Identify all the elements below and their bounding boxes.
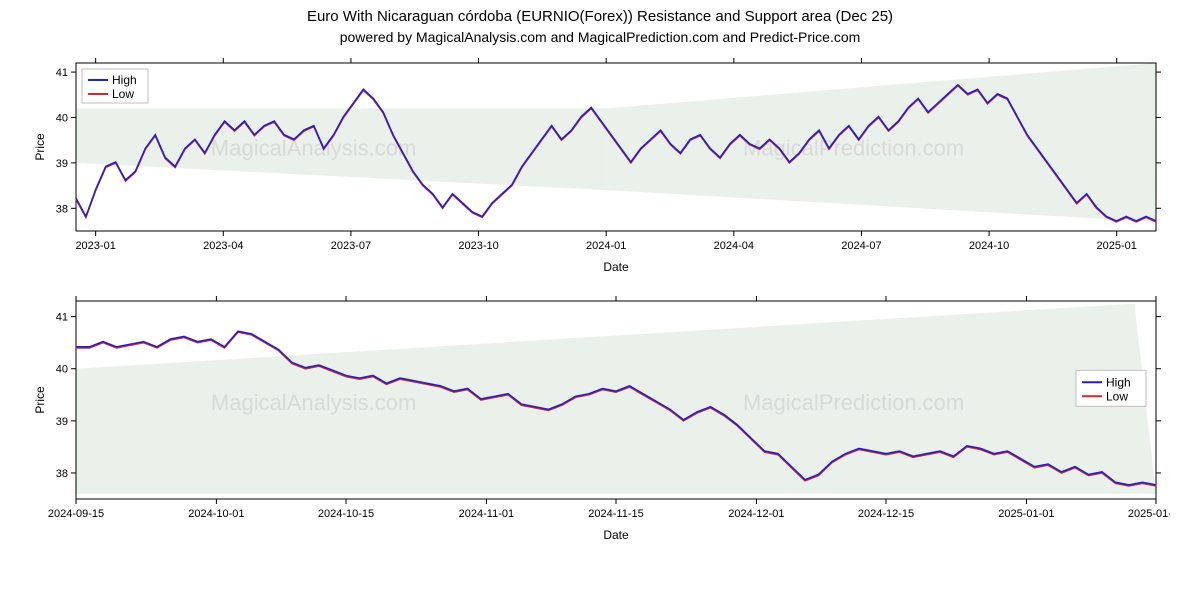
x-tick-label: 2024-10-01 [188, 508, 244, 520]
x-tick-label: 2024-10-15 [318, 508, 374, 520]
chart-subtitle: powered by MagicalAnalysis.com and Magic… [0, 29, 1200, 45]
legend-high-label: High [112, 73, 137, 87]
x-tick-label: 2023-10 [458, 240, 498, 252]
x-tick-label: 2025-01-01 [998, 508, 1054, 520]
legend-high-label: High [1106, 375, 1131, 389]
x-tick-label: 2024-10 [969, 240, 1009, 252]
x-tick-label: 2024-09-15 [48, 508, 104, 520]
y-tick-label: 39 [56, 416, 68, 428]
y-tick-label: 41 [56, 67, 68, 79]
x-tick-label: 2024-12-15 [858, 508, 914, 520]
y-tick-label: 40 [56, 364, 68, 376]
x-axis-label: Date [603, 260, 629, 274]
x-tick-label: 2024-01 [586, 240, 626, 252]
y-axis-label: Price [33, 133, 47, 161]
bottom-chart: MagicalAnalysis.com MagicalPrediction.com… [30, 293, 1170, 543]
x-tick-label: 2024-11-15 [588, 508, 643, 520]
x-tick-label: 2023-04 [203, 240, 243, 252]
x-tick-label: 2025-01 [1097, 240, 1137, 252]
watermark-left: MagicalAnalysis.com [211, 135, 416, 160]
y-axis-label: Price [33, 386, 47, 414]
top-chart: MagicalAnalysis.com MagicalPrediction.com… [30, 55, 1170, 275]
chart-title: Euro With Nicaraguan córdoba (EURNIO(For… [0, 8, 1200, 25]
watermark-right: MagicalPrediction.com [743, 135, 964, 160]
legend-low-label: Low [1106, 389, 1128, 403]
y-tick-label: 40 [56, 112, 68, 124]
x-tick-label: 2025-01-15 [1128, 508, 1170, 520]
y-tick-label: 38 [56, 468, 68, 480]
y-tick-label: 39 [56, 158, 68, 170]
y-tick-label: 38 [56, 203, 68, 215]
y-tick-label: 41 [56, 312, 68, 324]
x-tick-label: 2024-04 [714, 240, 754, 252]
watermark-left: MagicalAnalysis.com [211, 390, 416, 415]
watermark-right: MagicalPrediction.com [743, 390, 964, 415]
x-tick-label: 2024-07 [841, 240, 881, 252]
x-tick-label: 2024-12-01 [728, 508, 784, 520]
x-tick-label: 2024-11-01 [459, 508, 514, 520]
x-tick-label: 2023-07 [331, 240, 371, 252]
x-axis-label: Date [603, 528, 629, 542]
legend-low-label: Low [112, 87, 134, 101]
x-tick-label: 2023-01 [75, 240, 115, 252]
